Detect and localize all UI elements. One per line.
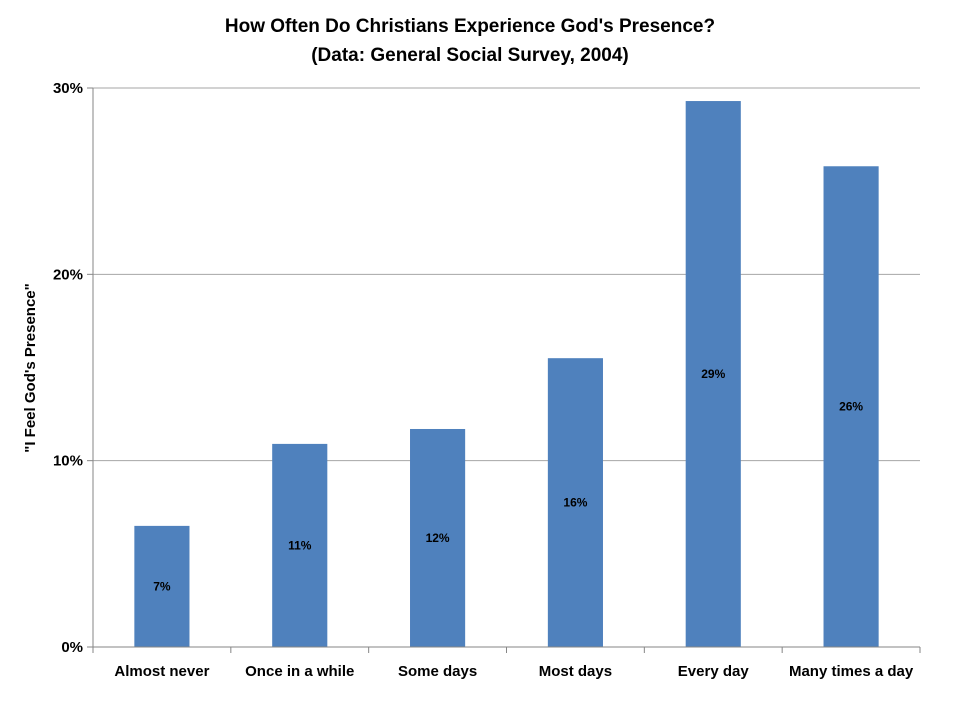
bars [134, 101, 879, 647]
data-label: 29% [701, 367, 725, 381]
chart-title: How Often Do Christians Experience God's… [225, 16, 715, 66]
y-axis-label: "I Feel God's Presence" [22, 283, 39, 453]
data-labels: 7% 11% 12% 16% 29% 26% [153, 367, 863, 593]
x-tick-label: Some days [398, 663, 477, 680]
data-label: 7% [153, 579, 171, 593]
data-label: 16% [563, 496, 587, 510]
bar [134, 525, 190, 647]
chart-title-line-1: How Often Do Christians Experience God's… [225, 16, 715, 37]
data-label: 12% [426, 531, 450, 545]
axes [92, 88, 920, 648]
gridlines [93, 87, 920, 462]
x-tick-label: Many times a day [789, 663, 914, 680]
bar [685, 101, 741, 647]
x-tick-label: Every day [678, 663, 750, 680]
y-tick-label: 10% [53, 453, 83, 470]
x-tick-label: Almost never [114, 663, 209, 680]
data-label: 26% [839, 400, 863, 414]
chart-title-line-2: (Data: General Social Survey, 2004) [311, 45, 629, 66]
data-label: 11% [288, 538, 312, 552]
y-tick-label: 20% [53, 266, 83, 283]
bar [272, 443, 328, 647]
bar [823, 166, 879, 647]
x-tick-label: Most days [539, 663, 612, 680]
y-tick-label: 0% [61, 639, 83, 656]
y-tick-label: 30% [53, 80, 83, 97]
x-axis-ticks: Almost never Once in a while Some days Most… [92, 647, 921, 680]
x-tick-label: Once in a while [245, 663, 354, 680]
bar [547, 358, 603, 647]
y-axis-ticks: 0% 10% 20% 30% [53, 80, 93, 656]
bar [410, 428, 466, 647]
